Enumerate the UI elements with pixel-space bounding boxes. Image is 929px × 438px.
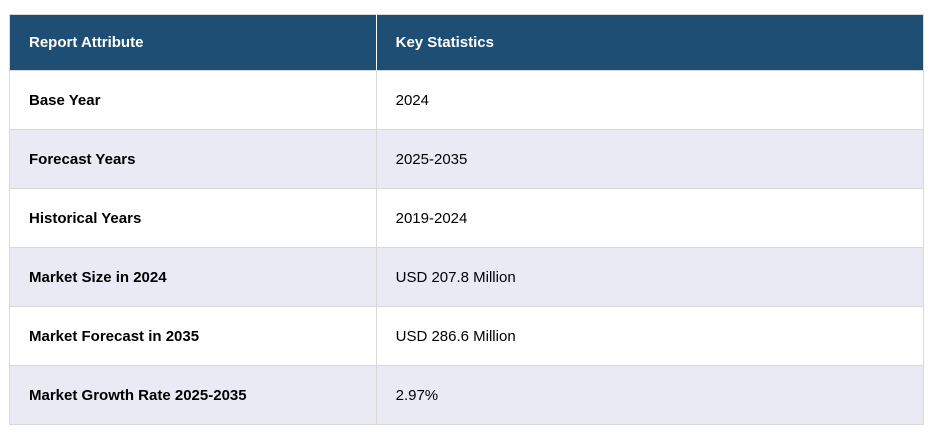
header-cell-key-statistics: Key Statistics bbox=[375, 14, 924, 71]
value-cell-forecast-years: 2025-2035 bbox=[375, 129, 925, 189]
attribute-cell-market-growth-rate: Market Growth Rate 2025-2035 bbox=[9, 365, 377, 425]
attribute-cell-market-forecast-2035: Market Forecast in 2035 bbox=[9, 306, 377, 366]
header-cell-report-attribute: Report Attribute bbox=[9, 14, 377, 71]
attribute-cell-base-year: Base Year bbox=[9, 70, 377, 130]
header-row: Report Attribute Key Statistics bbox=[9, 14, 924, 71]
table-row: Historical Years 2019-2024 bbox=[9, 188, 925, 248]
table-body: Base Year 2024 Forecast Years 2025-2035 … bbox=[9, 70, 925, 425]
value-cell-base-year: 2024 bbox=[375, 70, 925, 130]
table-row: Market Size in 2024 USD 207.8 Million bbox=[9, 247, 925, 307]
value-cell-historical-years: 2019-2024 bbox=[375, 188, 925, 248]
table-row: Market Forecast in 2035 USD 286.6 Millio… bbox=[9, 306, 925, 366]
value-cell-market-size-2024: USD 207.8 Million bbox=[375, 247, 925, 307]
report-attributes-table: Report Attribute Key Statistics Base Yea… bbox=[9, 14, 925, 425]
table-row: Market Growth Rate 2025-2035 2.97% bbox=[9, 365, 925, 425]
table-row: Base Year 2024 bbox=[9, 70, 925, 130]
attribute-cell-market-size-2024: Market Size in 2024 bbox=[9, 247, 377, 307]
table-header: Report Attribute Key Statistics bbox=[9, 14, 924, 71]
attribute-cell-forecast-years: Forecast Years bbox=[9, 129, 377, 189]
attribute-cell-historical-years: Historical Years bbox=[9, 188, 377, 248]
value-cell-market-forecast-2035: USD 286.6 Million bbox=[375, 306, 925, 366]
value-cell-market-growth-rate: 2.97% bbox=[375, 365, 925, 425]
table-row: Forecast Years 2025-2035 bbox=[9, 129, 925, 189]
